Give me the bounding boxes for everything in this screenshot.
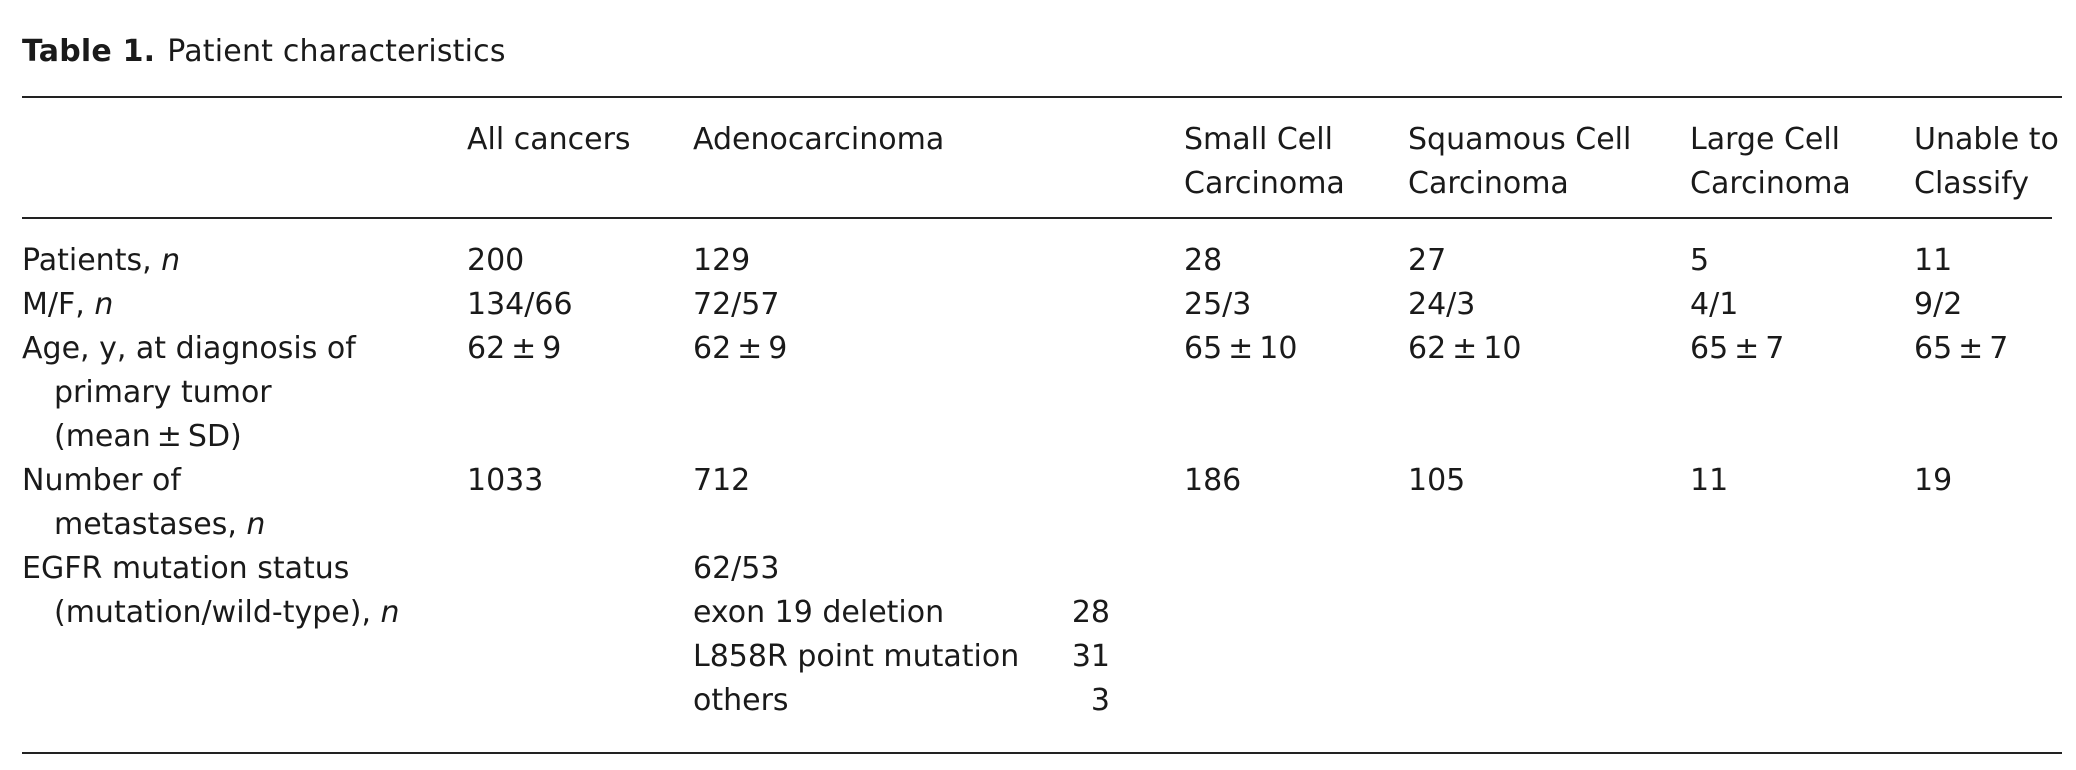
cell-mf-adeno: 72/57	[693, 287, 780, 322]
header-unable-to-classify: Unable to Classify	[1914, 122, 2059, 201]
cell-patients-large: 5	[1690, 243, 1710, 278]
cell-age-squamous: 62 ± 10	[1408, 331, 1522, 366]
row-label-egfr: EGFR mutation status (mutation/wild-type…	[22, 551, 400, 630]
row-label-metastases: Number of metastases, n	[22, 463, 266, 542]
egfr-subtype-name: others	[693, 683, 789, 718]
cell-age-small: 65 ± 10	[1184, 331, 1298, 366]
table-label: Table 1.	[22, 34, 156, 69]
row-label-patients: Patients, n	[22, 243, 181, 278]
egfr-subtype-count: 31	[1071, 639, 1110, 674]
cell-egfr-adeno-total: 62/53	[693, 551, 780, 586]
bottom-rule	[22, 752, 2062, 754]
cell-patients-unclassified: 11	[1914, 243, 1953, 278]
header-adenocarcinoma: Adenocarcinoma	[693, 122, 945, 157]
cell-metastases-unclassified: 19	[1914, 463, 1953, 498]
cell-mf-unclassified: 9/2	[1914, 287, 1963, 322]
cell-metastases-squamous: 105	[1408, 463, 1466, 498]
cell-mf-large: 4/1	[1690, 287, 1739, 322]
egfr-subtype-count: 3	[1090, 683, 1110, 718]
egfr-subtype-name: L858R point mutation	[693, 639, 1020, 674]
cell-patients-squamous: 27	[1408, 243, 1447, 278]
table-caption: Table 1. Patient characteristics	[22, 34, 506, 69]
cell-metastases-all: 1033	[467, 463, 544, 498]
cell-age-unclassified: 65 ± 7	[1914, 331, 2009, 366]
table-title: Patient characteristics	[167, 34, 506, 69]
cell-mf-small: 25/3	[1184, 287, 1252, 322]
header-small-cell: Small Cell Carcinoma	[1184, 122, 1345, 201]
cell-age-large: 65 ± 7	[1690, 331, 1785, 366]
row-label-age: Age, y, at diagnosis of primary tumor (m…	[22, 331, 356, 454]
cell-patients-all: 200	[467, 243, 525, 278]
cell-mf-squamous: 24/3	[1408, 287, 1476, 322]
egfr-subtype-name: exon 19 deletion	[693, 595, 945, 630]
cell-patients-adeno: 129	[693, 243, 751, 278]
row-label-mf: M/F, n	[22, 287, 114, 322]
header-large-cell: Large Cell Carcinoma	[1690, 122, 1851, 201]
cell-metastases-adeno: 712	[693, 463, 751, 498]
top-rule	[22, 96, 2062, 98]
egfr-subtype-count: 28	[1071, 595, 1110, 630]
header-squamous-cell: Squamous Cell Carcinoma	[1408, 122, 1632, 201]
header-rule	[22, 217, 2052, 219]
cell-age-all: 62 ± 9	[467, 331, 562, 366]
cell-metastases-large: 11	[1690, 463, 1729, 498]
cell-mf-all: 134/66	[467, 287, 573, 322]
cell-patients-small: 28	[1184, 243, 1223, 278]
cell-age-adeno: 62 ± 9	[693, 331, 788, 366]
cell-metastases-small: 186	[1184, 463, 1242, 498]
header-all-cancers: All cancers	[467, 122, 631, 157]
